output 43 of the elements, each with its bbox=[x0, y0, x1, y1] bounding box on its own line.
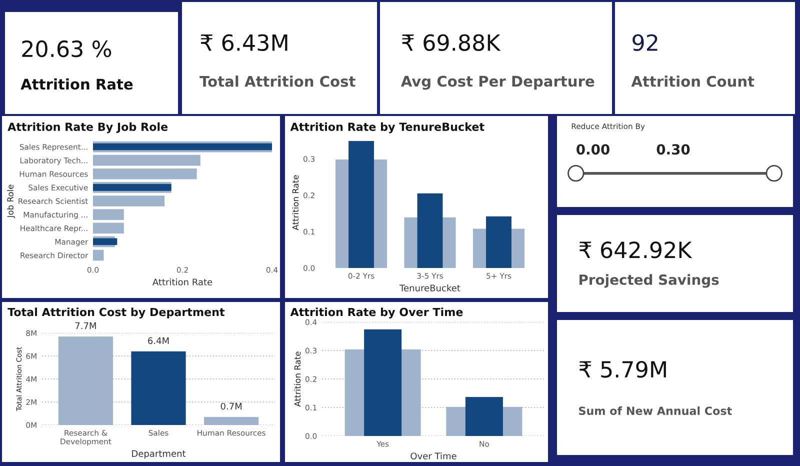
chart-title: Attrition Rate By Job Role bbox=[8, 122, 168, 134]
x-axis-title: Attrition Rate bbox=[152, 278, 212, 286]
text: 0.30 bbox=[656, 144, 690, 155]
x-axis-title: TenureBucket bbox=[400, 284, 460, 292]
bar bbox=[93, 196, 165, 206]
bar bbox=[204, 416, 259, 425]
text: Sum of New Annual Cost bbox=[579, 406, 732, 416]
text: Avg Cost Per Departure bbox=[400, 76, 594, 90]
chart-title: Total Attrition Cost by Department bbox=[8, 308, 225, 318]
x-axis-title: Over Time bbox=[410, 452, 456, 460]
text: ₹ 642.92K bbox=[579, 242, 692, 258]
bar bbox=[348, 141, 374, 268]
text: Total Attrition Cost bbox=[200, 76, 356, 87]
text: ₹ 6.43M bbox=[200, 34, 288, 52]
data-label: 6.4M bbox=[148, 337, 169, 344]
text: ₹ 69.88K bbox=[402, 34, 501, 52]
text: 0.00 bbox=[576, 144, 610, 155]
y-axis-title: Job Role bbox=[7, 184, 16, 218]
bar bbox=[465, 396, 503, 436]
data-label: 7.7M bbox=[75, 322, 96, 330]
bar bbox=[93, 238, 118, 246]
x-axis-title: Department bbox=[132, 450, 186, 459]
text: ₹ 5.79M bbox=[579, 360, 666, 378]
bar bbox=[93, 250, 104, 261]
chart-title: Attrition Rate by Over Time bbox=[290, 308, 463, 318]
bar bbox=[93, 209, 124, 220]
bar bbox=[364, 329, 402, 436]
bar bbox=[417, 193, 443, 268]
text: Attrition Rate bbox=[20, 78, 133, 90]
bar bbox=[58, 336, 113, 425]
bar bbox=[93, 168, 197, 180]
text: 20.63 % bbox=[22, 40, 112, 58]
bar bbox=[486, 216, 512, 268]
chart-title: Attrition Rate by TenureBucket bbox=[290, 122, 484, 134]
bar bbox=[131, 351, 186, 425]
y-axis-title: Attrition Rate bbox=[292, 175, 299, 230]
text: Projected Savings bbox=[580, 274, 719, 288]
y-axis-title: Attrition Rate bbox=[294, 352, 301, 407]
bar bbox=[93, 154, 200, 166]
text: 92 bbox=[632, 34, 658, 52]
data-label: 0.7M bbox=[220, 402, 242, 410]
text: Attrition Count bbox=[631, 76, 754, 87]
bar bbox=[93, 222, 124, 234]
